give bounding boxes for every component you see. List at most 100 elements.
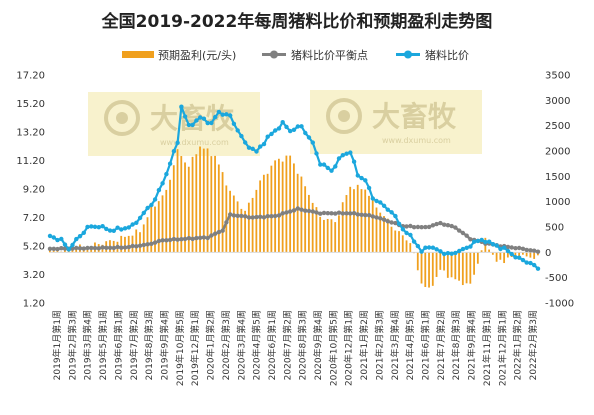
profit-bar <box>379 212 382 253</box>
x-tick-label: 2020年2月第3周 <box>220 310 232 380</box>
x-tick-label: 2019年8月第3周 <box>143 310 155 380</box>
x-tick-label: 2020年3月第4周 <box>235 310 247 380</box>
profit-bar <box>383 216 385 253</box>
breakeven-point <box>111 245 117 251</box>
ratio-point <box>243 140 248 145</box>
ratio-point <box>430 245 436 250</box>
breakeven-point <box>457 228 462 233</box>
ratio-point <box>179 104 184 109</box>
breakeven-point <box>246 215 252 220</box>
breakeven-point <box>321 210 327 216</box>
ratio-point <box>453 250 458 256</box>
profit-bar <box>416 252 419 271</box>
ratio-point <box>228 113 233 118</box>
right-axis: 3500 3000 2500 2000 1500 1000 500 0 -500 -1000 <box>545 71 574 310</box>
profit-bar <box>353 189 355 253</box>
breakeven-point <box>513 246 518 251</box>
breakeven-point <box>81 246 87 251</box>
profit-bar <box>251 197 254 253</box>
profit-bar <box>473 252 475 275</box>
profit-bar <box>390 226 393 253</box>
ratio-point <box>171 149 177 154</box>
profit-bar <box>236 201 239 253</box>
x-tick-label: 2021年8月第3周 <box>450 310 462 380</box>
ratio-point <box>115 225 120 230</box>
breakeven-point <box>333 211 338 216</box>
profit-bar <box>319 216 322 253</box>
breakeven-point <box>171 236 177 242</box>
breakeven-point <box>393 220 398 226</box>
ratio-point <box>419 249 424 254</box>
breakeven-point <box>231 213 237 218</box>
ratio-point <box>366 185 372 191</box>
breakeven-point <box>276 213 282 218</box>
breakeven-point <box>239 213 244 219</box>
ratio-point <box>280 120 285 125</box>
profit-bar <box>150 206 153 253</box>
profit-bar <box>187 166 190 253</box>
profit-bar <box>461 252 464 286</box>
breakeven-point <box>104 245 109 250</box>
right-tick-label: 3000 <box>545 96 570 107</box>
breakeven-point <box>209 233 214 238</box>
profit-bar <box>308 194 310 253</box>
ratio-point <box>100 224 105 229</box>
breakeven-point <box>445 223 451 228</box>
ratio-point <box>130 222 135 227</box>
ratio-point <box>449 251 454 256</box>
profit-bar <box>338 215 340 253</box>
breakeven-point <box>243 214 248 219</box>
profit-bar <box>120 235 123 253</box>
right-tick-label: -1000 <box>545 299 574 310</box>
breakeven-point <box>460 230 466 236</box>
profit-bar <box>214 155 216 253</box>
breakeven-point <box>366 213 372 218</box>
ratio-point <box>423 245 428 250</box>
profit-bar <box>394 230 397 253</box>
ratio-point <box>167 161 173 166</box>
right-tick-label: -500 <box>545 273 568 284</box>
x-tick-label: 2019年2月第3周 <box>66 310 78 380</box>
breakeven-point <box>220 228 225 233</box>
watermark-1-brand: 大畜牧 <box>150 102 235 135</box>
ratio-point <box>363 178 368 183</box>
profit-bar <box>488 249 490 253</box>
breakeven-point <box>389 220 394 225</box>
x-tick-label: 2020年1月第2周 <box>205 310 217 380</box>
x-tick-label: 2020年7月第2周 <box>281 310 293 380</box>
breakeven-point <box>291 208 297 213</box>
profit-bar <box>161 195 164 253</box>
x-tick-label: 2021年6月第1周 <box>420 310 432 380</box>
profit-bar <box>217 164 220 253</box>
legend-item-ratio: 猪料比价 <box>396 48 469 62</box>
profit-bar <box>345 195 348 253</box>
ratio-point <box>299 124 304 129</box>
left-tick-label: 1.20 <box>23 299 45 310</box>
ratio-point <box>85 224 90 230</box>
profit-bar <box>176 149 179 253</box>
breakeven-point <box>426 224 432 230</box>
profit-bar <box>274 160 277 253</box>
legend-label-breakeven: 猪料比价平衡点 <box>291 48 368 62</box>
ratio-point <box>472 239 477 244</box>
ratio-point <box>134 220 139 225</box>
x-axis: 2019年1月第1周 2019年2月第3周 2019年3月第4周 2019年5月第1周… <box>51 310 539 386</box>
breakeven-point <box>404 224 409 229</box>
x-tick-label: 2020年9月第4周 <box>312 310 324 380</box>
left-tick-label: 7.20 <box>23 213 45 224</box>
ratio-point <box>291 127 297 132</box>
breakeven-point <box>130 243 135 249</box>
breakeven-point <box>182 236 188 242</box>
ratio-point <box>284 124 289 130</box>
right-tick-label: 2500 <box>545 121 570 132</box>
ratio-point <box>505 248 511 254</box>
profit-bar <box>458 252 460 281</box>
breakeven-point <box>201 235 207 240</box>
breakeven-point <box>299 207 304 212</box>
legend-label-ratio: 猪料比价 <box>425 48 469 62</box>
ratio-point <box>216 109 222 115</box>
ratio-point <box>186 122 192 128</box>
ratio-point <box>442 251 447 257</box>
profit-bar <box>364 189 367 253</box>
ratio-point <box>498 246 503 252</box>
